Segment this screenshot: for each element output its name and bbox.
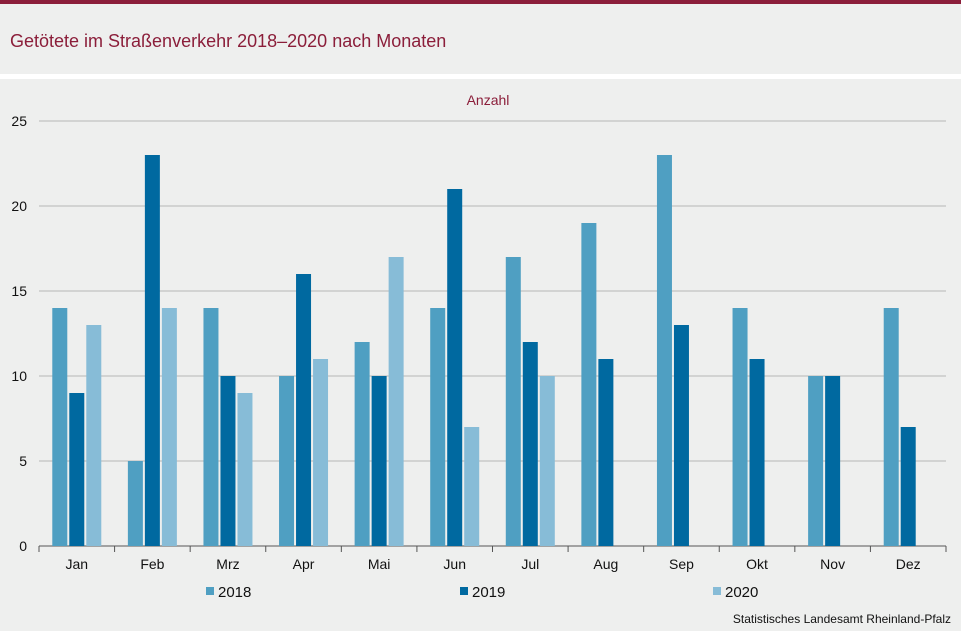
bar-2018-Jan — [52, 308, 68, 546]
x-tick-label: Sep — [669, 556, 694, 572]
bar-2020-Apr — [313, 359, 329, 546]
x-tick-label: Mrz — [216, 556, 239, 572]
bar-2020-Jan — [86, 325, 102, 546]
top-accent-rule — [0, 0, 961, 4]
bar-2019-Jul — [522, 342, 538, 546]
bar-2018-Okt — [732, 308, 748, 546]
bar-2020-Jul — [539, 376, 555, 546]
x-tick-label: Jan — [66, 556, 89, 572]
bar-2020-Mrz — [237, 393, 253, 546]
bar-2019-Sep — [673, 325, 689, 546]
bar-2018-Jun — [430, 308, 446, 546]
bar-2020-Jun — [464, 427, 480, 546]
bar-chart: Anzahl 0 5 10 15 20 25 Jan Feb Mrz Apr Mai Jun Jul Aug… — [11, 92, 947, 601]
y-tick-label: 10 — [11, 368, 27, 384]
x-tick-label: Feb — [140, 556, 164, 572]
y-tick-label: 25 — [11, 113, 27, 129]
chart-area: Anzahl 0 5 10 15 20 25 Jan Feb Mrz Apr Mai Jun Jul Aug… — [0, 79, 961, 631]
bar-2018-Mai — [354, 342, 370, 546]
y-tick-label: 15 — [11, 283, 27, 299]
x-tick-label: Jun — [443, 556, 466, 572]
legend-label-2020: 2020 — [725, 584, 758, 601]
bar-2019-Mrz — [220, 376, 236, 546]
y-axis-label: Anzahl — [467, 92, 510, 108]
bar-2019-Mai — [371, 376, 387, 546]
x-tick-label: Mai — [368, 556, 391, 572]
legend-swatch-2018 — [206, 587, 214, 595]
bar-2019-Jun — [447, 189, 463, 546]
bar-2019-Okt — [749, 359, 765, 546]
source-note: Statistisches Landesamt Rheinland-Pfalz — [732, 612, 951, 626]
legend-swatch-2019 — [460, 587, 468, 595]
x-tick-label: Okt — [746, 556, 768, 572]
bar-2019-Dez — [900, 427, 916, 546]
x-tick-label: Dez — [896, 556, 921, 572]
x-tick-label: Jul — [521, 556, 539, 572]
bar-2019-Jan — [69, 393, 85, 546]
header-separator — [0, 74, 961, 79]
legend-label-2019: 2019 — [472, 584, 505, 601]
x-tick-label: Nov — [820, 556, 845, 572]
bar-2018-Jul — [505, 257, 521, 546]
bar-2018-Feb — [127, 461, 143, 546]
y-tick-label: 0 — [19, 538, 27, 554]
chart-header: Getötete im Straßenverkehr 2018–2020 nac… — [0, 4, 961, 74]
bar-2018-Dez — [883, 308, 899, 546]
bar-2018-Nov — [808, 376, 824, 546]
chart-title: Getötete im Straßenverkehr 2018–2020 nac… — [10, 31, 447, 51]
bar-2019-Aug — [598, 359, 614, 546]
y-tick-label: 5 — [19, 453, 27, 469]
legend-swatch-2020 — [713, 587, 721, 595]
bar-2020-Mai — [388, 257, 404, 546]
bar-2018-Apr — [279, 376, 295, 546]
bar-2019-Apr — [296, 274, 312, 546]
bar-2019-Nov — [825, 376, 841, 546]
bar-2018-Sep — [656, 155, 672, 546]
x-tick-label: Aug — [593, 556, 618, 572]
bar-2018-Aug — [581, 223, 597, 546]
legend-label-2018: 2018 — [218, 584, 251, 601]
bar-2018-Mrz — [203, 308, 219, 546]
bar-2020-Feb — [161, 308, 177, 546]
x-tick-label: Apr — [293, 556, 315, 572]
y-tick-label: 20 — [11, 198, 27, 214]
bar-2019-Feb — [144, 155, 160, 546]
